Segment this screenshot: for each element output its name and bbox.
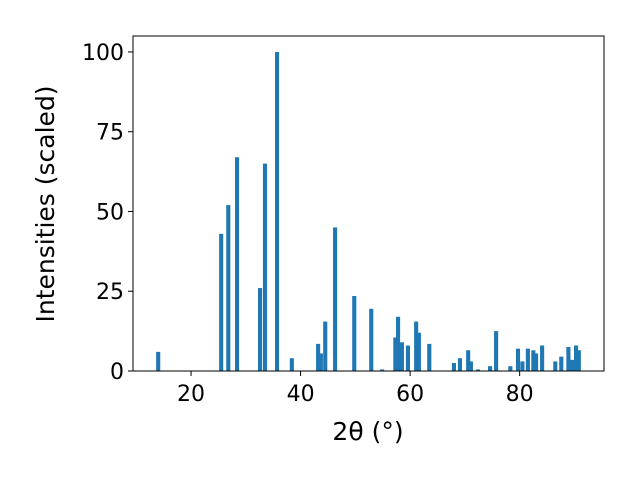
bar xyxy=(540,345,545,371)
bar xyxy=(451,363,456,371)
bar xyxy=(466,350,471,371)
bar xyxy=(323,321,328,371)
bar xyxy=(235,157,240,371)
bar xyxy=(262,163,268,371)
bar xyxy=(566,347,571,371)
y-axis-label: Intensities (scaled) xyxy=(31,85,60,322)
bar xyxy=(380,369,385,371)
bar xyxy=(427,343,432,371)
bar xyxy=(570,359,575,371)
bar xyxy=(553,361,558,371)
bar xyxy=(405,345,410,371)
bar xyxy=(333,227,338,371)
y-tick-label: 50 xyxy=(96,200,124,225)
bar xyxy=(488,366,493,371)
x-tick-label: 40 xyxy=(287,382,315,407)
bar xyxy=(576,350,581,371)
bar xyxy=(399,342,404,371)
y-tick-label: 25 xyxy=(96,280,124,305)
bar xyxy=(258,288,263,371)
bar xyxy=(369,308,374,371)
x-tick-label: 20 xyxy=(177,382,205,407)
y-tick-label: 75 xyxy=(96,121,124,146)
bar xyxy=(494,331,499,371)
x-tick-label: 80 xyxy=(506,382,534,407)
bar xyxy=(156,351,161,371)
bar xyxy=(515,348,521,371)
bar xyxy=(525,348,530,371)
bar xyxy=(416,332,421,371)
x-axis-label: 2θ (°) xyxy=(332,417,403,446)
x-tick-label: 60 xyxy=(396,382,424,407)
bar xyxy=(559,356,564,371)
bar xyxy=(226,205,231,371)
bar xyxy=(316,343,321,371)
bar xyxy=(352,296,357,371)
bar xyxy=(318,353,323,371)
bar xyxy=(274,51,280,371)
bar xyxy=(219,233,224,371)
bar xyxy=(534,353,539,371)
bar xyxy=(457,358,463,371)
bar xyxy=(393,337,398,371)
y-tick-label: 100 xyxy=(82,41,124,66)
bar xyxy=(508,366,513,371)
bar xyxy=(414,321,419,371)
bar xyxy=(574,345,579,371)
bar xyxy=(475,369,481,371)
bar xyxy=(396,316,401,371)
bar xyxy=(531,350,536,371)
bar xyxy=(289,358,294,371)
bar xyxy=(520,361,525,371)
y-tick-label: 0 xyxy=(110,360,124,385)
plot-frame xyxy=(132,35,605,372)
bar xyxy=(468,361,473,371)
